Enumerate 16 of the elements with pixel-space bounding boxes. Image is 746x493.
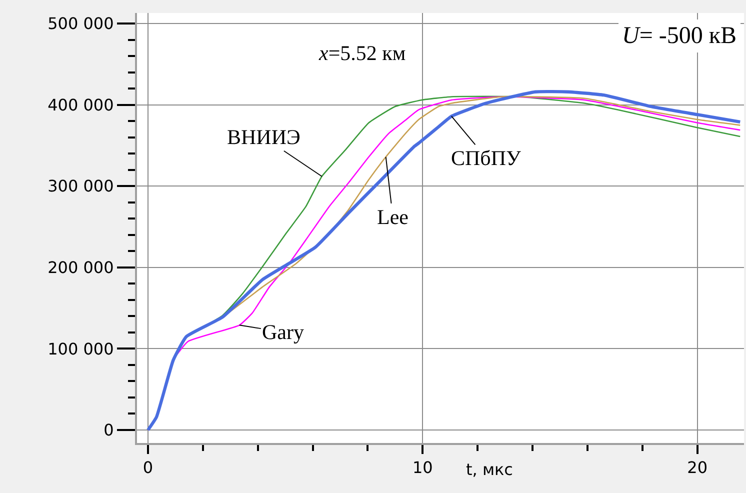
x-tick-label: 0 — [142, 458, 154, 478]
y-tick-label: 200 000 — [48, 258, 114, 278]
y-tick-label: 400 000 — [48, 95, 114, 114]
annotation: x=5.52 км — [318, 41, 406, 65]
y-tick-label: 500 000 — [48, 14, 114, 34]
series-label: ВНИИЭ — [227, 125, 300, 149]
y-tick-label: 300 000 — [48, 176, 114, 196]
series-label: Gary — [262, 320, 304, 344]
y-tick-label: 0 — [104, 420, 114, 440]
x-tick-label: 20 — [687, 458, 708, 478]
series-label: СПбПУ — [451, 146, 522, 170]
x-axis-title: t, мкс — [466, 460, 513, 479]
y-tick-label: 100 000 — [48, 339, 114, 358]
annotation: U= -500 кВ — [622, 23, 737, 49]
series-label: Lee — [377, 205, 408, 229]
x-tick-label: 10 — [412, 458, 433, 478]
